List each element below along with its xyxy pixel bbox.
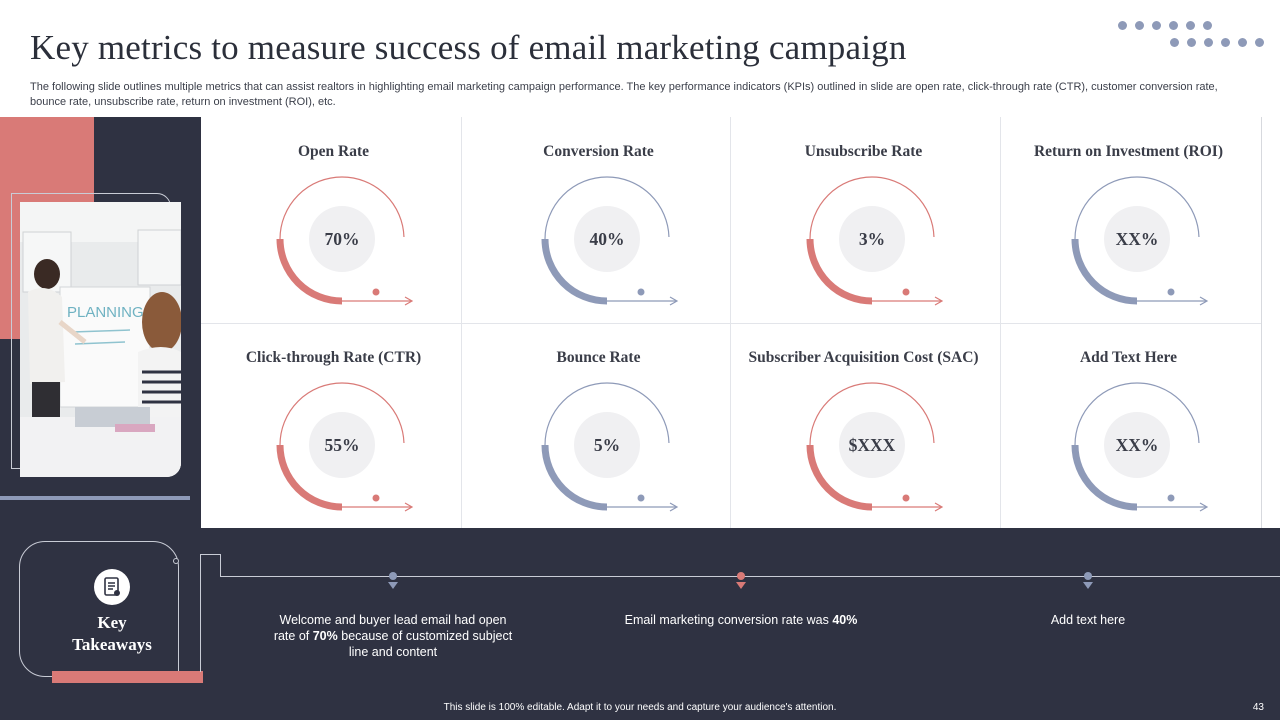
- divider-line: [0, 496, 190, 500]
- metric-gauge: 3%: [801, 172, 946, 307]
- decorative-dot: [1238, 38, 1247, 47]
- decorative-dot: [1186, 21, 1195, 30]
- panel-edge: [1261, 117, 1280, 528]
- metric-title: Open Rate: [297, 143, 370, 160]
- metric-value: 55%: [309, 412, 375, 478]
- takeaway-box: [19, 541, 179, 677]
- metric-gauge: 70%: [271, 172, 416, 307]
- decorative-dot: [1204, 38, 1213, 47]
- metric-gauge: 55%: [271, 378, 416, 513]
- decorative-dot: [1118, 21, 1127, 30]
- metric-value: XX%: [1104, 206, 1170, 272]
- metric-gauge: 5%: [536, 378, 681, 513]
- page-title: Key metrics to measure success of email …: [30, 28, 907, 67]
- metric-card: Bounce Rate 5%: [466, 323, 731, 528]
- takeaway-connector-dot: [173, 558, 179, 564]
- takeaway-text: Email marketing conversion rate was 40%: [624, 613, 858, 627]
- metric-value: 3%: [839, 206, 905, 272]
- metric-title: Click-through Rate (CTR): [245, 349, 422, 366]
- takeaway-title: Key Takeaways: [72, 613, 152, 654]
- metric-title: Return on Investment (ROI): [1033, 143, 1223, 160]
- decorative-dot: [1187, 38, 1196, 47]
- metric-gauge: XX%: [1066, 172, 1211, 307]
- timeline-line: [220, 576, 1280, 577]
- takeaway-text: Add text here: [1050, 613, 1126, 627]
- decorative-dot: [1170, 38, 1179, 47]
- metric-card: Open Rate 70%: [201, 117, 466, 322]
- metric-value: $XXX: [839, 412, 905, 478]
- metric-title: Subscriber Acquisition Cost (SAC): [748, 349, 979, 366]
- takeaway-text: Welcome and buyer lead email had open ra…: [273, 613, 513, 659]
- metric-card: Unsubscribe Rate 3%: [731, 117, 996, 322]
- decorative-dot: [1255, 38, 1264, 47]
- decorative-dot: [1169, 21, 1178, 30]
- decorative-dot: [1152, 21, 1161, 30]
- metric-card: Conversion Rate 40%: [466, 117, 731, 322]
- metric-card: Return on Investment (ROI) XX%: [996, 117, 1261, 322]
- decorative-dot: [1135, 21, 1144, 30]
- footer-note: This slide is 100% editable. Adapt it to…: [443, 702, 837, 713]
- decorative-dot: [1203, 21, 1212, 30]
- metric-title: Add Text Here: [1079, 349, 1178, 366]
- metrics-panel: Open Rate 70% Conversion Rate 40% Unsubscrib…: [201, 117, 1261, 528]
- metric-value: 5%: [574, 412, 640, 478]
- metric-gauge: 40%: [536, 172, 681, 307]
- decorative-dots: [1118, 20, 1268, 52]
- page-number: 43: [1252, 702, 1264, 713]
- whiteboard-text: PLANNING: [67, 304, 144, 321]
- metric-card: Add Text Here XX%: [996, 323, 1261, 528]
- metric-title: Bounce Rate: [556, 349, 641, 366]
- metric-value: 70%: [309, 206, 375, 272]
- page-subtitle: The following slide outlines multiple me…: [30, 81, 1218, 108]
- decorative-dot: [1221, 38, 1230, 47]
- meeting-photo: PLANNING: [20, 202, 181, 477]
- takeaway-accent-bar: [52, 671, 203, 683]
- metric-gauge: $XXX: [801, 378, 946, 513]
- metric-card: Subscriber Acquisition Cost (SAC) $XXX: [731, 323, 996, 528]
- metric-value: 40%: [574, 206, 640, 272]
- metric-gauge: XX%: [1066, 378, 1211, 513]
- metric-value: XX%: [1104, 412, 1170, 478]
- metric-card: Click-through Rate (CTR) 55%: [201, 323, 466, 528]
- metric-title: Unsubscribe Rate: [804, 143, 923, 160]
- timeline-connector: [200, 554, 201, 672]
- timeline-connector-top: [200, 554, 221, 577]
- document-icon: [94, 569, 130, 605]
- timeline-marker: [734, 572, 748, 592]
- timeline-marker: [386, 572, 400, 592]
- metric-title: Conversion Rate: [543, 143, 654, 160]
- timeline-marker: [1081, 572, 1095, 592]
